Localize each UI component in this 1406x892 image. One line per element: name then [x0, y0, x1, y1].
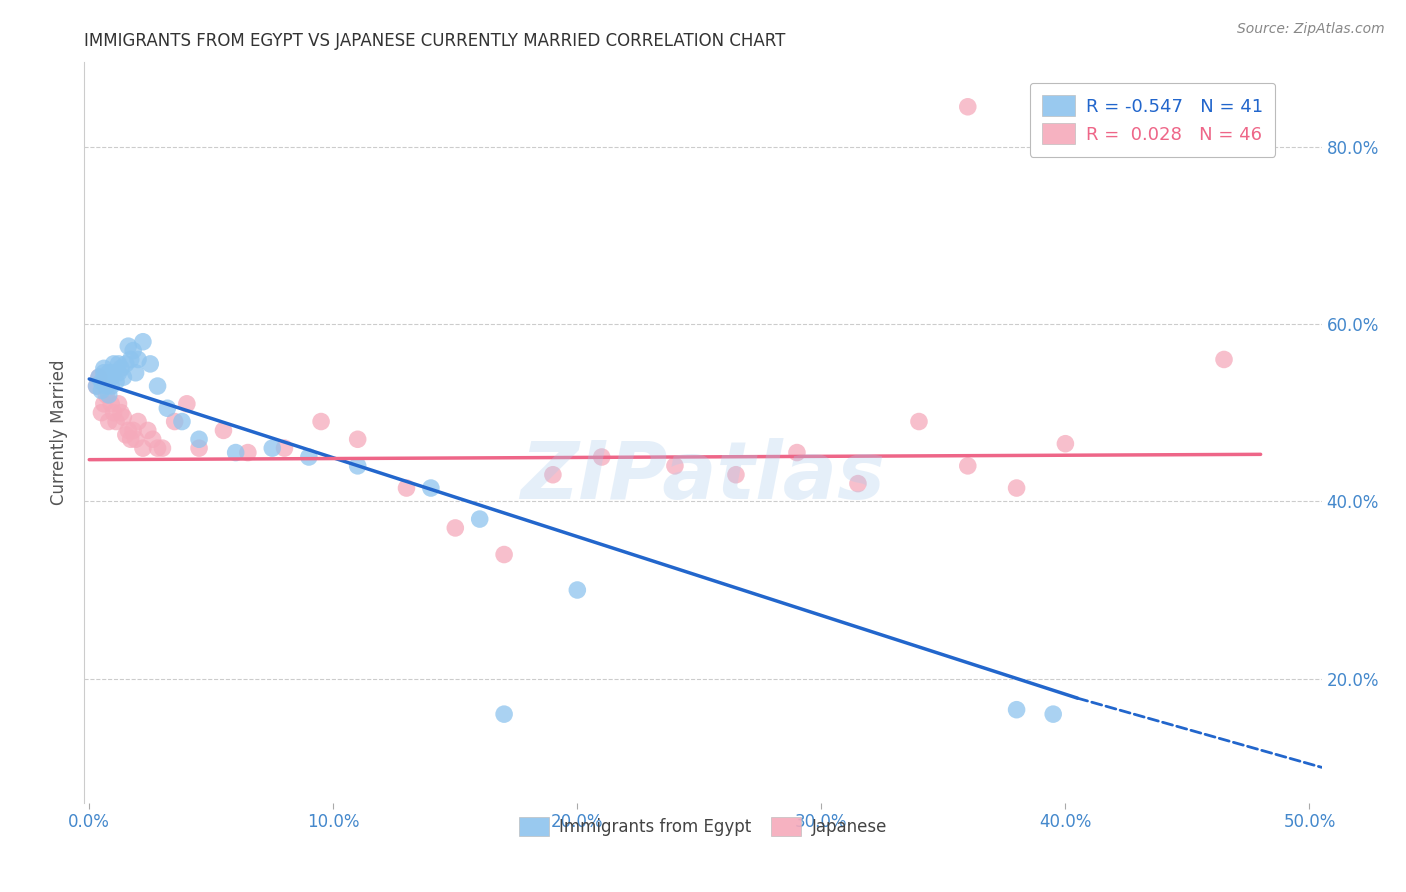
Point — [188, 432, 211, 446]
Point — [346, 458, 368, 473]
Point — [93, 397, 115, 411]
Point — [107, 397, 129, 411]
Point — [236, 445, 259, 459]
Point — [146, 441, 169, 455]
Text: IMMIGRANTS FROM EGYPT VS JAPANESE CURRENTLY MARRIED CORRELATION CHART: IMMIGRANTS FROM EGYPT VS JAPANESE CURREN… — [84, 32, 786, 50]
Point — [1005, 703, 1028, 717]
Point — [152, 441, 174, 455]
Point — [117, 424, 139, 438]
Point — [956, 100, 979, 114]
Point — [105, 375, 128, 389]
Point — [117, 339, 139, 353]
Point — [120, 352, 142, 367]
Point — [136, 424, 159, 438]
Point — [127, 415, 149, 429]
Point — [103, 357, 125, 371]
Point — [86, 379, 108, 393]
Point — [132, 441, 155, 455]
Point — [132, 334, 155, 349]
Point — [1042, 707, 1064, 722]
Point — [212, 424, 235, 438]
Legend: Immigrants from Egypt, Japanese: Immigrants from Egypt, Japanese — [513, 810, 893, 843]
Point — [97, 415, 120, 429]
Point — [664, 458, 686, 473]
Point — [468, 512, 491, 526]
Point — [298, 450, 321, 464]
Point — [1005, 481, 1028, 495]
Point — [346, 432, 368, 446]
Point — [494, 707, 516, 722]
Point — [908, 415, 931, 429]
Point — [115, 427, 138, 442]
Text: Source: ZipAtlas.com: Source: ZipAtlas.com — [1237, 22, 1385, 37]
Point — [110, 406, 132, 420]
Point — [163, 415, 186, 429]
Point — [956, 458, 979, 473]
Point — [107, 357, 129, 371]
Point — [90, 406, 112, 420]
Point — [93, 366, 115, 380]
Point — [107, 366, 129, 380]
Point — [1054, 436, 1077, 450]
Point — [724, 467, 747, 482]
Point — [309, 415, 332, 429]
Point — [96, 370, 118, 384]
Point — [170, 415, 193, 429]
Point — [541, 467, 564, 482]
Point — [225, 445, 247, 459]
Point — [100, 397, 122, 411]
Point — [139, 357, 162, 371]
Point — [262, 441, 284, 455]
Point — [103, 406, 125, 420]
Point — [96, 388, 118, 402]
Point — [122, 424, 145, 438]
Point — [494, 548, 516, 562]
Point — [97, 388, 120, 402]
Point — [122, 343, 145, 358]
Point — [786, 445, 808, 459]
Point — [846, 476, 869, 491]
Point — [87, 370, 110, 384]
Point — [124, 366, 146, 380]
Point — [142, 432, 165, 446]
Point — [97, 366, 120, 380]
Point — [591, 450, 613, 464]
Point — [1213, 352, 1236, 367]
Point — [120, 432, 142, 446]
Point — [444, 521, 467, 535]
Point — [273, 441, 295, 455]
Point — [87, 370, 110, 384]
Point — [176, 397, 198, 411]
Point — [127, 352, 149, 367]
Point — [96, 379, 118, 393]
Point — [567, 582, 589, 597]
Point — [86, 379, 108, 393]
Point — [105, 415, 128, 429]
Point — [93, 361, 115, 376]
Text: ZIPatlas: ZIPatlas — [520, 438, 886, 516]
Point — [124, 432, 146, 446]
Point — [188, 441, 211, 455]
Point — [90, 375, 112, 389]
Point — [90, 384, 112, 398]
Point — [112, 370, 135, 384]
Point — [146, 379, 169, 393]
Point — [100, 370, 122, 384]
Point — [112, 410, 135, 425]
Y-axis label: Currently Married: Currently Married — [51, 359, 69, 506]
Point — [156, 401, 179, 416]
Point — [395, 481, 418, 495]
Point — [103, 366, 125, 380]
Point — [110, 361, 132, 376]
Point — [115, 357, 138, 371]
Point — [419, 481, 441, 495]
Point — [100, 379, 122, 393]
